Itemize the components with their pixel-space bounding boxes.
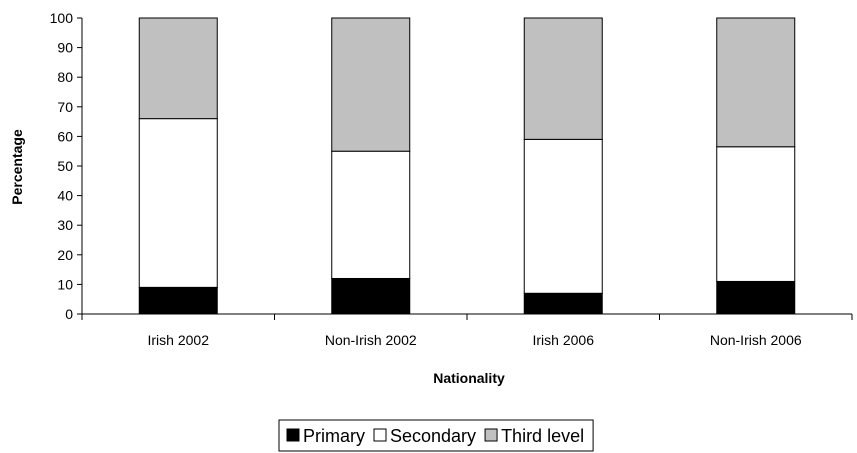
bar-segment-primary bbox=[138, 286, 218, 315]
legend-swatch bbox=[484, 428, 498, 442]
y-tick-label: 20 bbox=[57, 247, 73, 263]
legend: Primary Secondary Third level bbox=[278, 419, 594, 452]
bar-segment-third-level bbox=[138, 17, 218, 120]
y-tick-label: 80 bbox=[57, 69, 73, 85]
y-tick-label: 100 bbox=[50, 10, 74, 26]
x-axis: Irish 2002 Non-Irish 2002 Irish 2006 Non-Ir… bbox=[81, 313, 853, 348]
y-axis-title: Percentage bbox=[9, 129, 25, 205]
bar-segment-secondary bbox=[716, 146, 796, 282]
x-tick-label: Irish 2002 bbox=[148, 332, 210, 348]
legend-box bbox=[278, 419, 594, 452]
legend-swatch bbox=[373, 428, 387, 442]
bar-segment-secondary bbox=[331, 150, 411, 279]
bar-segment-third-level bbox=[331, 17, 411, 152]
bar-segment-primary bbox=[523, 292, 603, 315]
bar-segment-third-level bbox=[716, 17, 796, 148]
y-tick-label: 10 bbox=[57, 276, 73, 292]
y-tick-label: 70 bbox=[57, 99, 73, 115]
bar-segment-primary bbox=[716, 280, 796, 315]
bar-segment-secondary bbox=[523, 138, 603, 294]
bar-segment-primary bbox=[331, 277, 411, 315]
y-tick-label: 90 bbox=[57, 40, 73, 56]
legend-label: Third level bbox=[501, 426, 584, 446]
x-tick-label: Irish 2006 bbox=[533, 332, 595, 348]
y-tick-label: 40 bbox=[57, 188, 73, 204]
y-tick-label: 0 bbox=[65, 306, 73, 322]
x-tick-label: Non-Irish 2006 bbox=[710, 332, 802, 348]
legend-label: Secondary bbox=[390, 426, 476, 446]
bar-segment-secondary bbox=[138, 118, 218, 288]
bar-segment-third-level bbox=[523, 17, 603, 140]
y-tick-label: 50 bbox=[57, 158, 73, 174]
x-tick-label: Non-Irish 2002 bbox=[325, 332, 417, 348]
legend-swatch bbox=[286, 428, 300, 442]
y-tick-label: 30 bbox=[57, 217, 73, 233]
y-tick-label: 60 bbox=[57, 128, 73, 144]
y-axis: 0 10 20 30 40 50 60 70 80 90 100 bbox=[50, 10, 83, 322]
bars bbox=[138, 17, 796, 315]
x-axis-title: Nationality bbox=[433, 370, 505, 386]
legend-label: Primary bbox=[303, 426, 365, 446]
